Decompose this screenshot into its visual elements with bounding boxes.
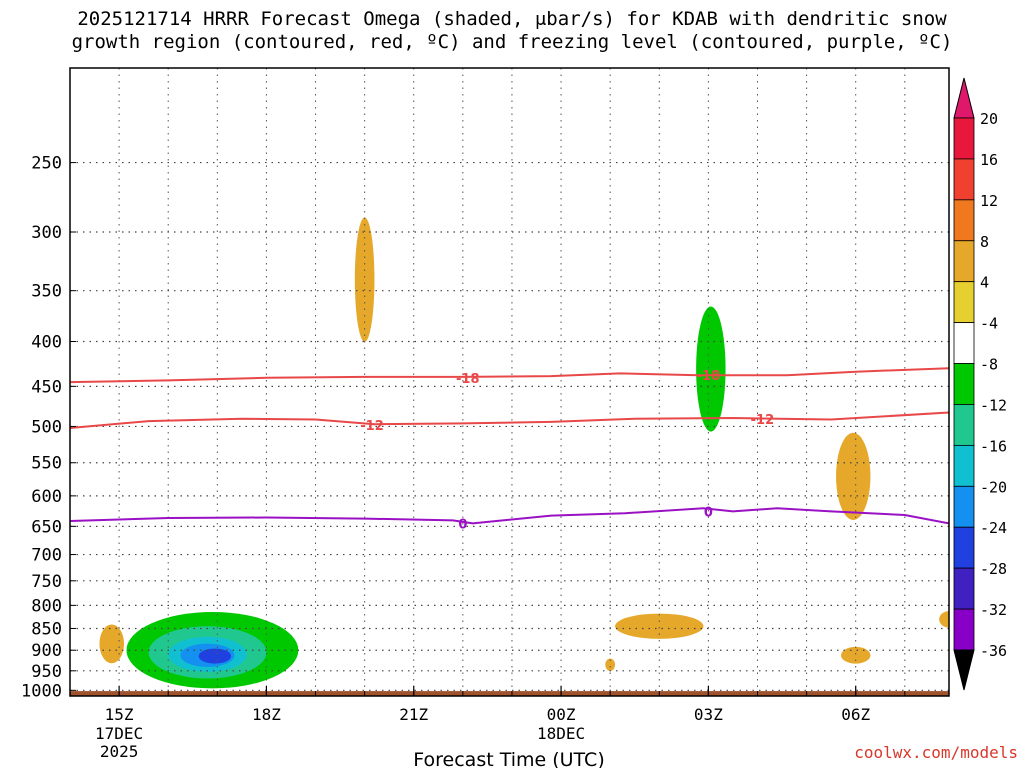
omega-region-0 bbox=[99, 624, 125, 664]
ytick-label-250: 250 bbox=[31, 154, 62, 174]
omega-region-21 bbox=[840, 646, 871, 664]
x-axis-title: Forecast Time (UTC) bbox=[413, 749, 604, 768]
xtick-sublabel-15Z-1: 2025 bbox=[100, 742, 139, 761]
colorbar-box-0 bbox=[953, 117, 975, 160]
chart-title-line-2: growth region (contoured, red, ºC) and f… bbox=[71, 31, 953, 53]
contour-line-0 bbox=[70, 367, 949, 384]
contour-label-0-1: -18 bbox=[697, 369, 721, 384]
xtick-label-15Z: 15Z bbox=[105, 705, 134, 724]
colorbar-label-11: -28 bbox=[980, 560, 1007, 578]
colorbar-box-8 bbox=[953, 444, 975, 487]
ytick-label-800: 800 bbox=[31, 596, 62, 616]
ytick-label-600: 600 bbox=[31, 487, 62, 507]
contour-line-2 bbox=[70, 507, 949, 525]
ytick-label-750: 750 bbox=[31, 572, 62, 592]
xtick-sublabel-00Z-0: 18DEC bbox=[537, 724, 585, 743]
xtick-sublabel-15Z-0: 17DEC bbox=[95, 724, 143, 743]
colorbar-label-8: -16 bbox=[980, 437, 1007, 455]
colorbar-box-6 bbox=[953, 363, 975, 405]
contour-label-0-0: -18 bbox=[456, 372, 480, 387]
omega-region-18 bbox=[696, 306, 726, 432]
colorbar-box-9 bbox=[953, 485, 975, 528]
contour-label-1-0: -12 bbox=[360, 419, 384, 434]
colorbar-box-11 bbox=[953, 567, 975, 610]
ytick-label-650: 650 bbox=[31, 517, 62, 537]
colorbar-label-2: 12 bbox=[980, 192, 998, 210]
ytick-label-400: 400 bbox=[31, 333, 62, 353]
omega-region-20 bbox=[836, 432, 871, 520]
colorbar-box-10 bbox=[953, 526, 975, 569]
contour-label-2-0: 0 bbox=[458, 517, 467, 532]
ytick-label-700: 700 bbox=[31, 546, 62, 566]
chart-title: 2025121714 HRRR Forecast Omega (shaded, … bbox=[0, 8, 1024, 54]
colorbar-top-arrow bbox=[953, 77, 975, 119]
ytick-label-450: 450 bbox=[31, 377, 62, 397]
colorbar-box-4 bbox=[953, 281, 975, 324]
omega-region-16 bbox=[605, 658, 616, 671]
omega-region-15 bbox=[519, 654, 564, 675]
ytick-label-300: 300 bbox=[31, 223, 62, 243]
colorbar-box-1 bbox=[953, 158, 975, 201]
plot-frame bbox=[69, 67, 950, 697]
colorbar-label-1: 16 bbox=[980, 151, 998, 169]
ytick-label-900: 900 bbox=[31, 641, 62, 661]
omega-region-12 bbox=[489, 296, 535, 425]
omega-region-11 bbox=[421, 418, 520, 521]
contour-label-1-1: -12 bbox=[751, 413, 775, 428]
xtick-label-03Z: 03Z bbox=[694, 705, 723, 724]
contour-line-1 bbox=[70, 411, 949, 429]
colorbar-box-2 bbox=[953, 199, 975, 242]
omega-region-5 bbox=[198, 648, 232, 664]
colorbar-label-9: -20 bbox=[980, 478, 1007, 496]
colorbar-label-3: 8 bbox=[980, 233, 989, 251]
colorbar-label-12: -32 bbox=[980, 601, 1007, 619]
contour-label-2-1: 0 bbox=[704, 505, 713, 520]
colorbar-label-13: -36 bbox=[980, 642, 1007, 660]
credit-text: coolwx.com/models bbox=[854, 743, 1018, 762]
colorbar-box-5 bbox=[953, 322, 975, 364]
xtick-label-18Z: 18Z bbox=[252, 705, 281, 724]
colorbar-label-10: -24 bbox=[980, 519, 1007, 537]
omega-region-8 bbox=[354, 217, 375, 342]
omega-region-23 bbox=[939, 611, 949, 628]
ytick-label-950: 950 bbox=[31, 662, 62, 682]
colorbar-label-7: -12 bbox=[980, 396, 1007, 414]
omega-region-24 bbox=[939, 669, 949, 681]
ytick-label-1000: 1000 bbox=[21, 681, 62, 701]
colorbar-bottom-arrow bbox=[953, 649, 975, 691]
colorbar-box-3 bbox=[953, 240, 975, 283]
ytick-label-350: 350 bbox=[31, 282, 62, 302]
colorbar-label-5: -4 bbox=[980, 315, 998, 333]
colorbar-box-7 bbox=[953, 404, 975, 446]
colorbar-label-6: -8 bbox=[980, 356, 998, 374]
ytick-label-500: 500 bbox=[31, 417, 62, 437]
xtick-label-06Z: 06Z bbox=[841, 705, 870, 724]
chart-title-line-1: 2025121714 HRRR Forecast Omega (shaded, … bbox=[77, 8, 947, 30]
omega-region-7 bbox=[224, 385, 318, 483]
ytick-label-850: 850 bbox=[31, 619, 62, 639]
xtick-label-00Z: 00Z bbox=[547, 705, 576, 724]
colorbar-label-4: 4 bbox=[980, 274, 989, 292]
colorbar-label-0: 20 bbox=[980, 110, 998, 128]
xtick-label-21Z: 21Z bbox=[399, 705, 428, 724]
omega-region-19 bbox=[615, 613, 704, 639]
colorbar-box-12 bbox=[953, 608, 975, 651]
ytick-label-550: 550 bbox=[31, 454, 62, 474]
terrain-strip bbox=[70, 691, 949, 696]
